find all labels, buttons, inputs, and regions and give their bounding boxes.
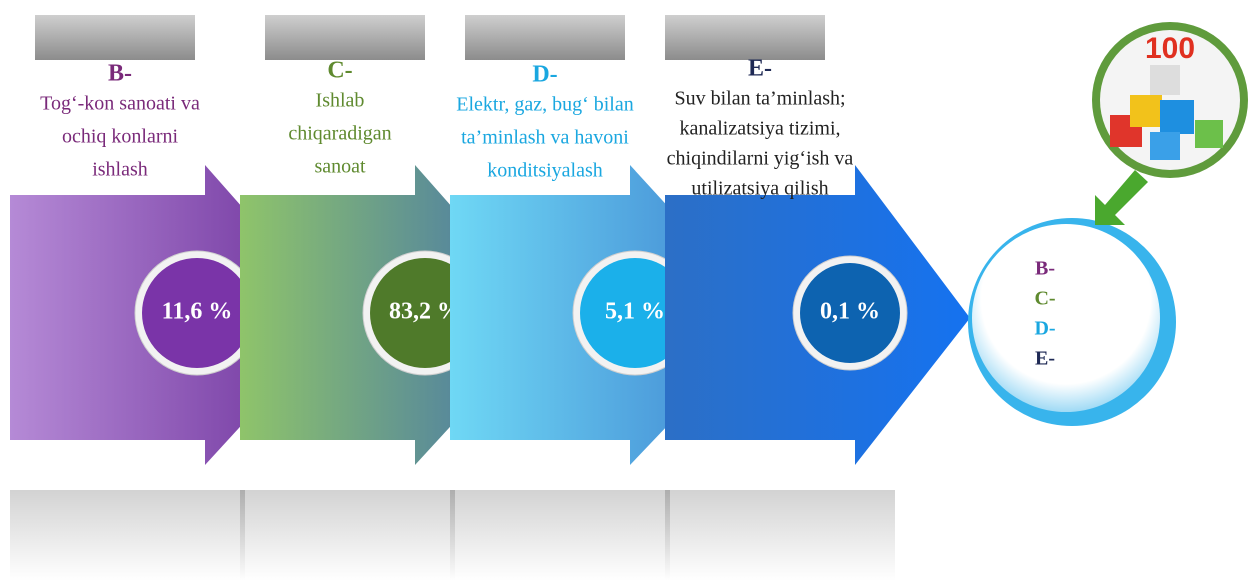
section-text: konditsiyalash <box>487 160 603 182</box>
value-label: 0,1 % <box>820 299 880 325</box>
badge-arrow <box>1095 170 1148 225</box>
section-code: C- <box>327 58 352 84</box>
legend-item: C- <box>1034 288 1055 310</box>
value-label: 5,1 % <box>605 299 665 325</box>
summary-circle <box>968 218 1176 426</box>
cube <box>1195 120 1223 148</box>
badge-text: 100 <box>1145 32 1195 65</box>
section-text: Elektr, gaz, bug‘ bilan <box>456 94 633 116</box>
section-text: ishlash <box>92 159 148 181</box>
reflection <box>665 490 895 581</box>
section-code: B- <box>108 61 132 87</box>
section-text: Ishlab <box>316 90 365 112</box>
ring-inner <box>972 224 1160 412</box>
reflection <box>240 490 455 581</box>
section-text: ta’minlash va havoni <box>461 127 629 149</box>
section-text: chiqaradigan <box>288 123 391 145</box>
section-text: chiqindilarni yig‘ish va <box>667 148 854 170</box>
value-label: 11,6 % <box>162 299 233 325</box>
badge-ball: 100 <box>1092 22 1248 225</box>
header-bar <box>265 15 425 60</box>
legend-item: E- <box>1035 348 1055 370</box>
section-text: kanalizatsiya tizimi, <box>679 118 840 140</box>
section-text: Tog‘-kon sanoati va <box>40 93 200 115</box>
cube <box>1150 65 1180 95</box>
cube <box>1150 132 1180 160</box>
cube <box>1130 95 1162 127</box>
labels: B- Tog‘-kon sanoati va ochiq konlarni ishla… <box>35 15 853 200</box>
infographic: 11,6 %83,2 %5,1 %0,1 % B-Tog‘-kon sanoat… <box>0 0 1248 581</box>
header-bar <box>665 15 825 60</box>
section-text: ochiq konlarni <box>62 126 179 148</box>
legend-item: D- <box>1034 318 1055 340</box>
section-code: E- <box>748 56 772 82</box>
section-text: Suv bilan ta’minlash; <box>674 88 845 110</box>
cube <box>1160 100 1194 134</box>
reflection <box>10 490 245 581</box>
reflection <box>450 490 670 581</box>
header-bar <box>465 15 625 60</box>
arrows: 11,6 %83,2 %5,1 %0,1 % <box>10 165 970 581</box>
header-bar <box>35 15 195 60</box>
section-code: D- <box>532 62 557 88</box>
legend-item: B- <box>1035 258 1055 280</box>
section-text: sanoat <box>314 156 366 178</box>
section-text: utilizatsiya qilish <box>691 178 828 200</box>
